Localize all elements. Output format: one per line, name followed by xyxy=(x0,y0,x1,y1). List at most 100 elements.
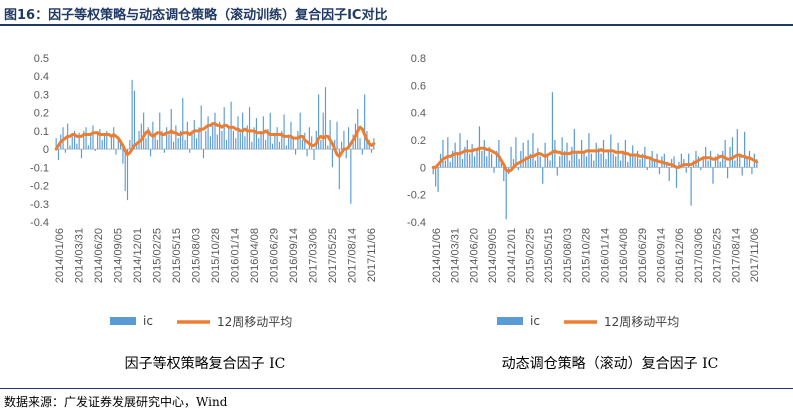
ic-bar xyxy=(179,130,182,150)
x-tick-label: 2017/05/25 xyxy=(712,228,724,283)
x-tick-label: 2014/09/05 xyxy=(113,228,125,283)
ic-bar xyxy=(495,150,498,168)
ic-bar xyxy=(191,130,193,150)
ic-bar xyxy=(585,156,588,168)
x-tick-label: 2014/03/31 xyxy=(74,228,86,283)
ic-bar xyxy=(117,138,119,150)
y-tick-label: 0.1 xyxy=(34,126,49,138)
ic-bar xyxy=(193,119,195,150)
x-tick-label: 2017/11/06 xyxy=(366,228,378,282)
ic-bar xyxy=(115,149,117,155)
ic-bar xyxy=(108,149,110,150)
ic-bar xyxy=(288,134,290,150)
ic-bar xyxy=(276,127,278,150)
ic-bar xyxy=(322,112,324,150)
y-tick-label: -0.3 xyxy=(30,199,49,211)
ic-bar xyxy=(673,156,675,168)
ic-bar xyxy=(542,167,544,184)
ic-bar xyxy=(350,149,352,204)
ic-bar xyxy=(129,140,131,150)
y-tick-label: -0.4 xyxy=(407,217,426,229)
figure-title: 图16：因子等权策略与动态调仓策略（滚动训练）复合因子IC对比 xyxy=(4,8,388,23)
ic-bar xyxy=(525,156,527,168)
ic-bar xyxy=(281,130,283,150)
ic-bar xyxy=(654,161,656,168)
x-tick-label: 2015/08/03 xyxy=(562,228,574,283)
ic-bar xyxy=(57,149,60,161)
y-tick-label: -0.2 xyxy=(30,181,49,193)
ic-bar xyxy=(73,130,76,150)
ic-bar xyxy=(473,156,476,168)
ic-bar xyxy=(646,167,648,171)
ic-bar xyxy=(598,148,600,168)
ic-bar xyxy=(746,156,748,168)
ic-bar xyxy=(459,133,461,168)
ic-bar xyxy=(607,150,609,168)
ic-bar xyxy=(559,156,561,168)
y-tick-label: 0.4 xyxy=(411,108,426,120)
chart-right-dynamic-rebalance: 0.8 0.6 0.4 0.2 0 -0.2 -0.4 2014/01/06 2014/03/3… xyxy=(407,53,761,372)
ic-bar xyxy=(110,134,112,150)
ic-bar xyxy=(271,143,274,150)
ic-bar xyxy=(341,141,343,150)
ic-bar xyxy=(442,140,444,168)
ic-bar xyxy=(122,149,124,164)
ic-bar xyxy=(593,160,595,168)
ic-bar xyxy=(175,125,177,150)
x-tick-label: 2015/10/28 xyxy=(210,228,222,283)
ic-bar xyxy=(78,132,80,150)
ic-bar xyxy=(583,150,585,168)
ic-bar xyxy=(595,142,597,168)
x-tick-label: 2016/01/14 xyxy=(230,228,242,283)
ic-bar xyxy=(101,140,103,150)
ic-bar xyxy=(196,138,198,150)
ic-bar xyxy=(641,153,644,168)
ic-bar xyxy=(306,149,308,157)
ic-bar xyxy=(505,167,507,220)
ic-bar xyxy=(202,149,205,159)
ic-bar xyxy=(221,130,223,150)
ic-bar xyxy=(329,119,331,150)
x-tick-label: 2015/08/03 xyxy=(191,228,203,283)
moving-average-line xyxy=(431,146,759,173)
ic-bar xyxy=(731,137,734,168)
ic-bar xyxy=(177,138,179,150)
chart-left-equal-weight: 0.5 0.4 0.3 0.2 0.1 0 -0.1 -0.2 -0.3 -0.4 2014/01/… xyxy=(30,53,378,372)
ic-bar xyxy=(239,132,241,150)
ic-bar xyxy=(503,167,505,181)
ic-bar xyxy=(551,92,554,168)
ic-bar xyxy=(539,156,541,168)
ic-bar xyxy=(573,129,575,168)
x-tick-label: 2014/03/31 xyxy=(450,228,462,283)
y-tick-label: 0 xyxy=(420,162,426,174)
ic-bar xyxy=(680,153,682,168)
ic-bar xyxy=(297,130,299,150)
ic-bar xyxy=(292,138,294,150)
ic-bar xyxy=(483,140,485,168)
ic-bar xyxy=(361,149,363,155)
ic-bar xyxy=(80,149,83,159)
ic-bar xyxy=(500,160,502,168)
ic-bar xyxy=(629,153,631,168)
x-tick-label: 2016/06/29 xyxy=(637,228,649,283)
ic-bar xyxy=(189,149,191,153)
ic-bar xyxy=(216,134,218,150)
ic-bar xyxy=(622,150,624,168)
ic-bar xyxy=(751,167,753,175)
x-tick-label: 2015/05/15 xyxy=(543,228,555,283)
ic-bar xyxy=(258,138,260,150)
ic-bar xyxy=(313,149,315,161)
ic-bar xyxy=(136,145,138,150)
moving-average-line xyxy=(54,122,376,158)
ic-bar xyxy=(83,130,85,150)
ic-bar xyxy=(488,146,490,168)
ic-bar xyxy=(678,161,680,168)
ic-bar xyxy=(568,160,571,168)
ic-bar xyxy=(571,146,573,168)
x-tick-label: 2016/01/14 xyxy=(599,228,611,283)
ic-bar xyxy=(615,156,617,168)
ic-bar xyxy=(726,167,729,179)
x-tick-label: 2015/05/15 xyxy=(171,228,183,283)
ic-bar xyxy=(461,159,464,168)
